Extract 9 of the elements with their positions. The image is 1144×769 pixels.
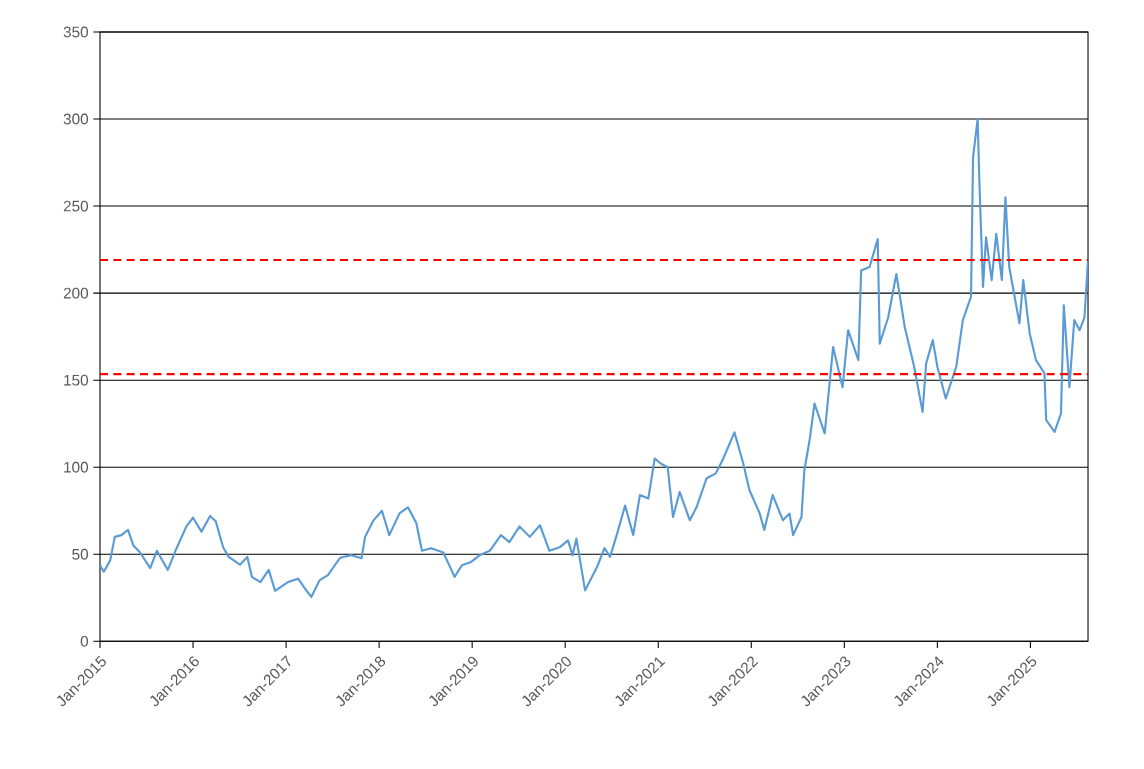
- y-tick-label: 150: [64, 374, 89, 386]
- y-tick-label: 100: [64, 461, 89, 473]
- y-tick-label: 300: [63, 113, 89, 125]
- line-series: [100, 117, 1089, 598]
- y-tick-label: 50: [72, 548, 89, 560]
- y-tick-label: 200: [63, 287, 89, 299]
- y-tick-label: 0: [80, 635, 89, 647]
- y-tick-label: 350: [63, 26, 89, 38]
- y-tick-label: 250: [63, 200, 89, 212]
